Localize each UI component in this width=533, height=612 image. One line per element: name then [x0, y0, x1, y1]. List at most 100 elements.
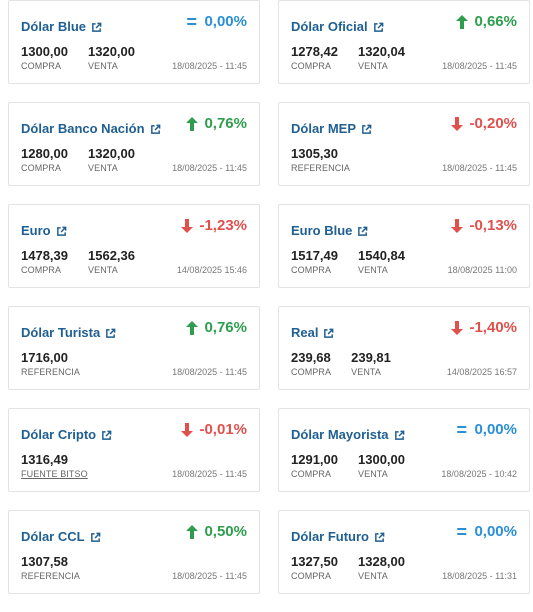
quote-value: 1320,00 VENTA [88, 146, 135, 174]
quote-value: 1278,42 COMPRA [291, 44, 338, 72]
quote-value-number: 1716,00 [21, 350, 68, 365]
quote-value: 1300,00 COMPRA [21, 44, 68, 72]
quote-title: Real [291, 325, 319, 340]
change-indicator: -0,13% [451, 217, 517, 234]
change-percent: 0,00% [474, 421, 517, 438]
quote-value-label: VENTA [351, 367, 381, 377]
quote-title-link[interactable]: Dólar MEP [291, 121, 372, 136]
quote-title-link[interactable]: Dólar Turista [21, 325, 116, 340]
quote-value-label: VENTA [88, 265, 118, 275]
quote-values: 1517,49 COMPRA 1540,84 VENTA [291, 248, 405, 276]
quote-title: Dólar Futuro [291, 529, 369, 544]
external-link-icon [56, 225, 67, 236]
quote-values: 1305,30 REFERENCIA [291, 146, 350, 174]
arrow-down-icon [451, 218, 464, 233]
quote-card-dolar-mep: Dólar MEP -0,20% 1305,30 REFERENCIA 18/08/20… [278, 102, 530, 186]
arrow-down-icon [451, 116, 464, 131]
quote-title-link[interactable]: Dólar Cripto [21, 427, 112, 442]
external-link-icon [101, 429, 112, 440]
quote-title-link[interactable]: Dólar Blue [21, 19, 102, 34]
quote-value: 1291,00 COMPRA [291, 452, 338, 480]
change-percent: -0,20% [469, 115, 517, 132]
quote-date: 18/08/2025 - 11:45 [172, 571, 247, 581]
quote-date: 18/08/2025 - 11:45 [172, 163, 247, 173]
quote-title: Dólar Banco Nación [21, 121, 145, 136]
quote-date: 18/08/2025 - 11:45 [442, 61, 517, 71]
change-indicator: = 0,00% [456, 523, 517, 541]
quote-title: Dólar Cripto [21, 427, 97, 442]
quote-card-dolar-blue: Dólar Blue = 0,00% 1300,00 COMPRA 1320,00 VENT… [8, 0, 260, 84]
quote-value-number: 1327,50 [291, 554, 338, 569]
change-percent: -1,40% [469, 319, 517, 336]
quote-title-link[interactable]: Real [291, 325, 334, 340]
quote-value-number: 1320,00 [88, 146, 135, 161]
external-link-icon [361, 123, 372, 134]
change-indicator: -0,01% [181, 421, 247, 438]
quote-title-link[interactable]: Dólar Oficial [291, 19, 384, 34]
quote-date: 18/08/2025 - 11:45 [172, 61, 247, 71]
quote-value-number: 1278,42 [291, 44, 338, 59]
quote-value: 1517,49 COMPRA [291, 248, 338, 276]
change-percent: 0,50% [204, 523, 247, 540]
quote-card-dolar-banco-nacion: Dólar Banco Nación 0,76% 1280,00 COMPRA 1320… [8, 102, 260, 186]
arrow-down-icon [451, 320, 464, 335]
quote-date: 14/08/2025 15:46 [176, 265, 247, 275]
change-indicator: 0,76% [186, 319, 247, 336]
external-link-icon [150, 123, 161, 134]
equals-icon: = [456, 419, 467, 440]
quote-title: Dólar Turista [21, 325, 101, 340]
quote-title-link[interactable]: Dólar CCL [21, 529, 101, 544]
quote-card-dolar-mayorista: Dólar Mayorista = 0,00% 1291,00 COMPRA 1300,0… [278, 408, 530, 492]
quote-value: 1562,36 VENTA [88, 248, 135, 276]
external-link-icon [357, 225, 368, 236]
quote-title-link[interactable]: Dólar Banco Nación [21, 121, 161, 136]
quote-title-link[interactable]: Dólar Mayorista [291, 427, 405, 442]
source-link[interactable]: FUENTE BITSO [21, 469, 88, 479]
quote-title-link[interactable]: Dólar Futuro [291, 529, 385, 544]
quote-value-label: COMPRA [291, 367, 332, 377]
external-link-icon [373, 21, 384, 32]
change-percent: 0,76% [204, 115, 247, 132]
quote-values: 1716,00 REFERENCIA [21, 350, 80, 378]
quote-title-link[interactable]: Euro [21, 223, 67, 238]
quote-value-number: 1300,00 [21, 44, 68, 59]
quote-value: 1316,49 FUENTE BITSO [21, 452, 88, 480]
arrow-down-icon [181, 422, 194, 437]
quote-card-euro-blue: Euro Blue -0,13% 1517,49 COMPRA 1540,84 VENTA… [278, 204, 530, 288]
change-indicator: 0,66% [456, 13, 517, 30]
quote-card-euro: Euro -1,23% 1478,39 COMPRA 1562,36 VENTA 14/08… [8, 204, 260, 288]
quote-value-number: 1540,84 [358, 248, 405, 263]
arrow-up-icon [186, 524, 199, 539]
quote-value-number: 1320,04 [358, 44, 405, 59]
quote-date: 18/08/2025 - 11:45 [172, 367, 247, 377]
quote-value-number: 1305,30 [291, 146, 338, 161]
quote-date: 14/08/2025 16:57 [446, 367, 517, 377]
quote-value: 239,68 COMPRA [291, 350, 331, 378]
quote-value: 1280,00 COMPRA [21, 146, 68, 174]
quote-title-link[interactable]: Euro Blue [291, 223, 368, 238]
change-percent: -0,13% [469, 217, 517, 234]
quote-card-dolar-futuro: Dólar Futuro = 0,00% 1327,50 COMPRA 1328,00 VE… [278, 510, 530, 594]
quote-values: 1291,00 COMPRA 1300,00 VENTA [291, 452, 405, 480]
change-percent: 0,00% [204, 13, 247, 30]
change-percent: -1,23% [199, 217, 247, 234]
quote-title: Euro Blue [291, 223, 353, 238]
quote-value-number: 239,68 [291, 350, 331, 365]
quote-value-number: 1328,00 [358, 554, 405, 569]
quote-value-label: VENTA [358, 61, 388, 71]
change-indicator: -1,40% [451, 319, 517, 336]
quote-value: 1300,00 VENTA [358, 452, 405, 480]
quote-values: 239,68 COMPRA 239,81 VENTA [291, 350, 391, 378]
quote-values: 1478,39 COMPRA 1562,36 VENTA [21, 248, 135, 276]
external-link-icon [90, 531, 101, 542]
quote-value-number: 239,81 [351, 350, 391, 365]
quote-title: Euro [21, 223, 51, 238]
quote-value-number: 1517,49 [291, 248, 338, 263]
quote-date: 18/08/2025 - 11:45 [442, 163, 517, 173]
quote-date: 18/08/2025 - 10:42 [441, 469, 517, 479]
quote-value-number: 1307,58 [21, 554, 68, 569]
quote-card-dolar-turista: Dólar Turista 0,76% 1716,00 REFERENCIA 18/08… [8, 306, 260, 390]
quote-title: Dólar Blue [21, 19, 87, 34]
quote-value-number: 1300,00 [358, 452, 405, 467]
